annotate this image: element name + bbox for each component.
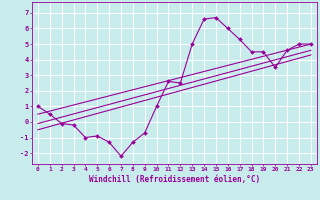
X-axis label: Windchill (Refroidissement éolien,°C): Windchill (Refroidissement éolien,°C) (89, 175, 260, 184)
